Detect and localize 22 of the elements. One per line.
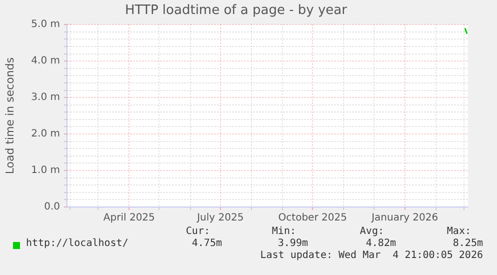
text: 4.82m (366, 238, 396, 249)
y-tick-label: 0.0 (44, 202, 60, 213)
y-tick-label: 1.0 m (31, 165, 60, 176)
legend-label: http://localhost/ (26, 238, 128, 249)
text: Avg: (360, 226, 384, 237)
text: Cur: (186, 226, 210, 237)
text: 3.99m (278, 238, 308, 249)
text: 4.75m (192, 238, 222, 249)
text: 8.25m (452, 238, 483, 249)
y-tick-label: 4.0 m (31, 56, 60, 67)
x-tick-label: January 2026 (370, 212, 438, 224)
x-tick-label: October 2025 (278, 212, 347, 224)
text: Min: (272, 226, 296, 237)
y-tick-label: 2.0 m (31, 128, 60, 140)
chart-title: HTTP loadtime of a page - by year (125, 3, 348, 18)
x-tick-label: July 2025 (196, 212, 244, 224)
y-tick-label: 3.0 m (31, 92, 60, 104)
x-tick-label: April 2025 (103, 212, 155, 224)
text: Max: (446, 226, 471, 237)
text: Last update: Wed Mar 4 21:00:05 2026 (260, 250, 483, 261)
y-axis-title: Load time in seconds (3, 57, 16, 174)
y-tick-label: 5.0 m (31, 19, 60, 30)
